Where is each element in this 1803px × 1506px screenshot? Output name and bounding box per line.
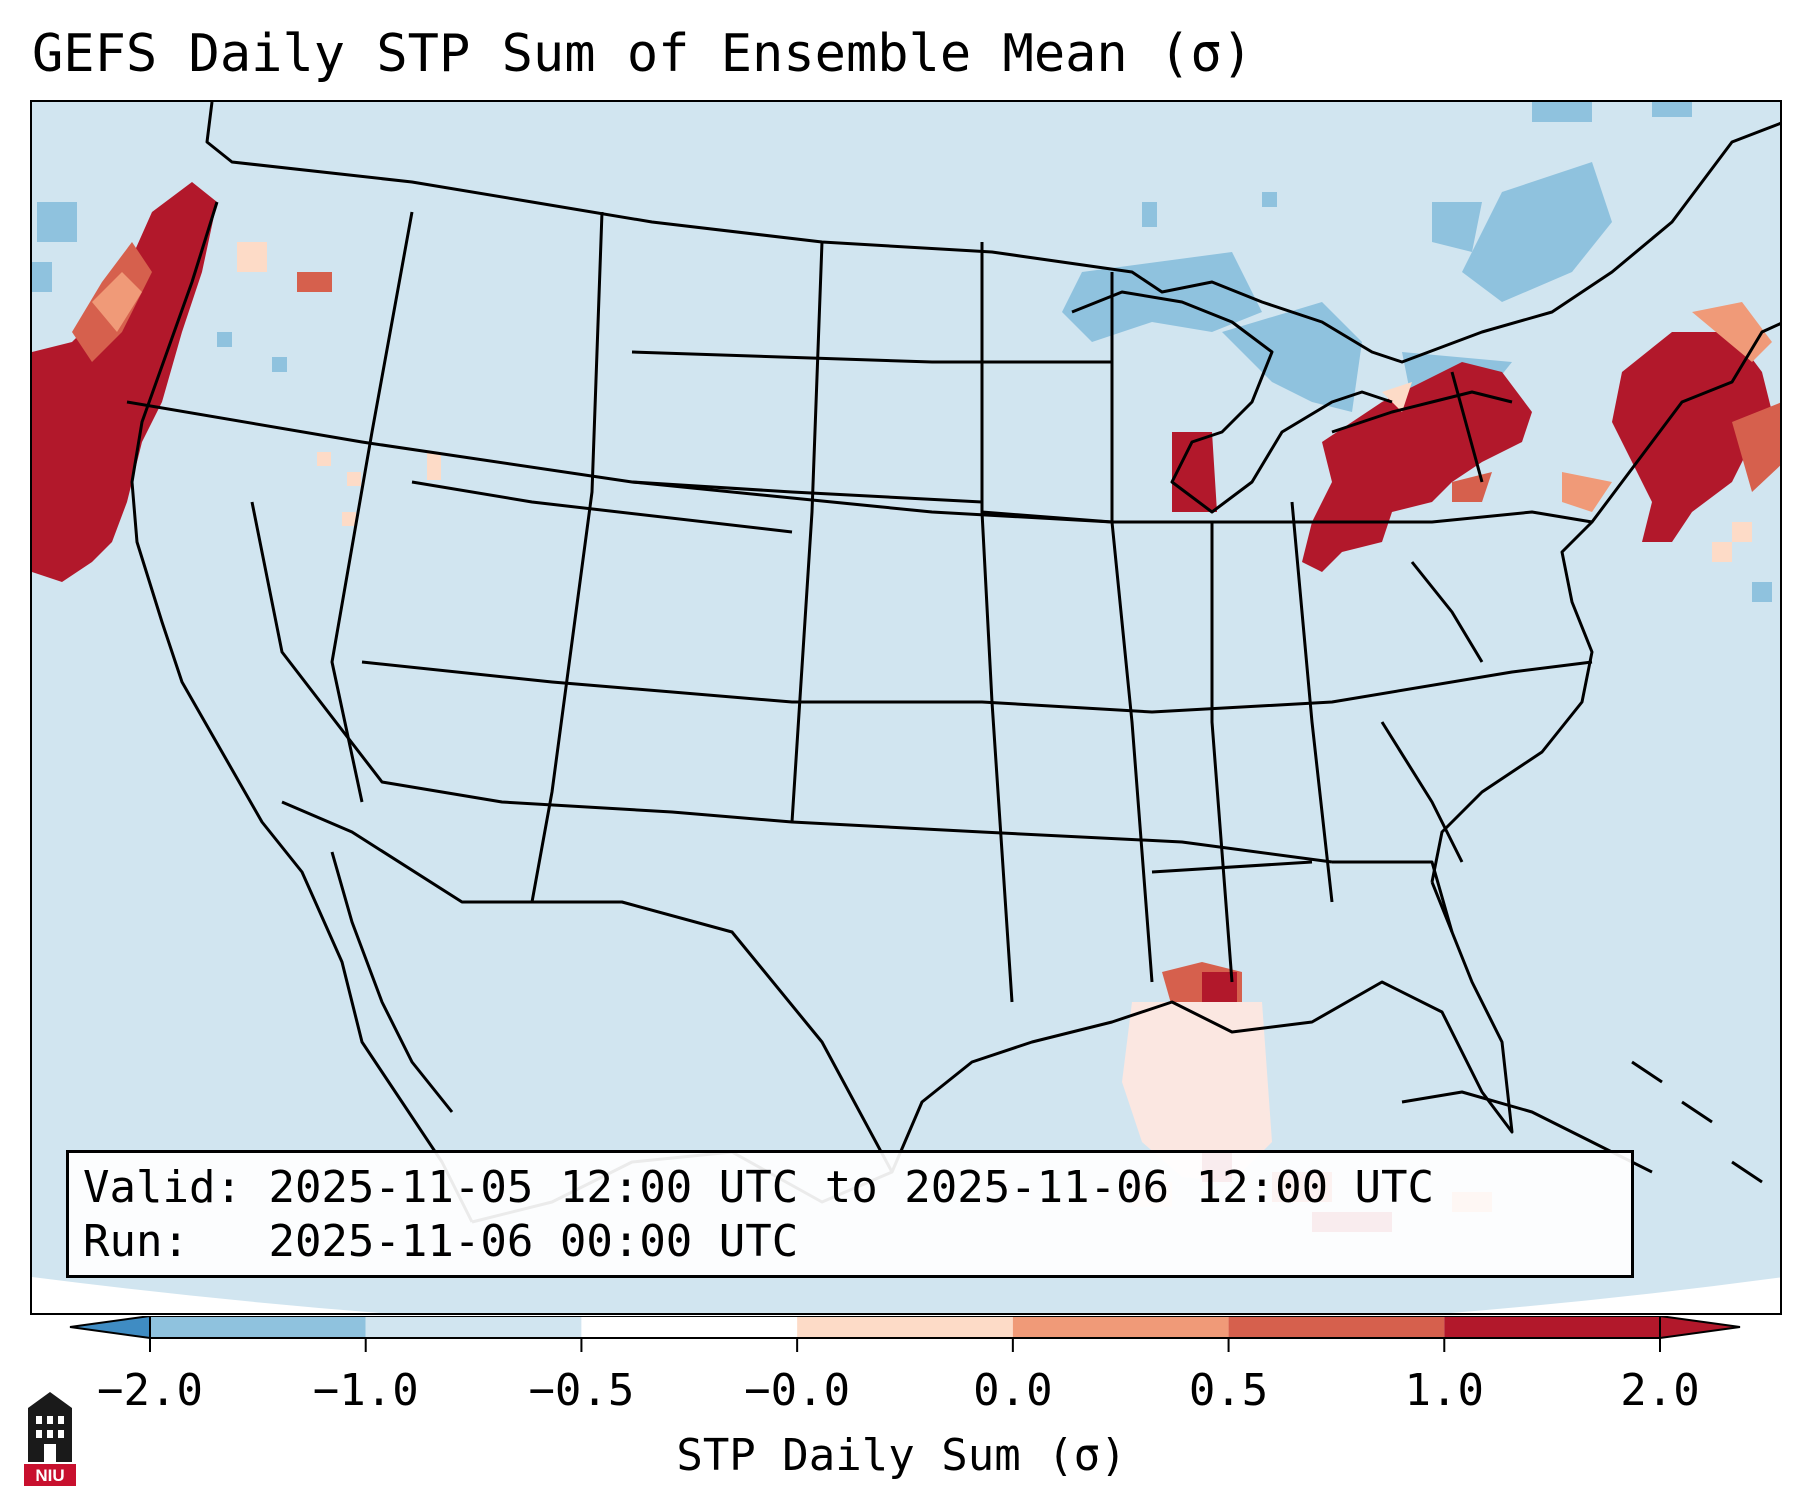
colorbar-tick-label: −0.5 <box>528 1365 635 1416</box>
colorbar-tick-label: −2.0 <box>97 1365 203 1416</box>
valid-value: 2025-11-05 12:00 UTC to 2025-11-06 12:00… <box>268 1162 1435 1213</box>
patch-pacific-nw <box>32 182 217 582</box>
colorbar-tick-label: −0.0 <box>744 1365 851 1416</box>
colorbar-outline <box>149 1316 1661 1339</box>
colorbar-bin <box>150 1316 366 1338</box>
colorbar-bin <box>365 1316 582 1338</box>
colorbar-tick-label: 0.0 <box>973 1365 1053 1416</box>
colorbar-extend-low <box>69 1316 151 1340</box>
niu-logo-text: NIU <box>35 1466 64 1485</box>
colorbar-bin <box>581 1316 798 1338</box>
colorbar-bin <box>1444 1316 1660 1338</box>
colorbar-label: STP Daily Sum (σ) <box>676 1430 1127 1481</box>
colorbar-tick-label: 0.5 <box>1188 1365 1269 1416</box>
patch-ohio-penn-ny <box>1302 362 1532 572</box>
colorbar-bin <box>797 1316 1013 1338</box>
valid-run-info-box: Valid: 2025-11-05 12:00 UTC to 2025-11-0… <box>66 1150 1634 1278</box>
map-frame <box>30 100 1782 1315</box>
niu-seal-icon: NIU <box>24 1392 76 1486</box>
colorbar <box>69 1316 1741 1352</box>
valid-label: Valid: <box>83 1162 242 1213</box>
colorbar-tick-label: 1.0 <box>1404 1365 1485 1416</box>
patch-pacific-nw-pink <box>92 272 142 332</box>
run-value: 2025-11-06 00:00 UTC <box>268 1216 799 1267</box>
page-title: GEFS Daily STP Sum of Ensemble Mean (σ) <box>32 24 1253 84</box>
colorbar-tick-label: −1.0 <box>312 1365 419 1416</box>
run-label: Run: <box>83 1216 189 1267</box>
map-canvas <box>32 102 1780 1313</box>
map-borders <box>126 102 1780 1224</box>
colorbar-bin <box>1012 1316 1229 1338</box>
colorbar-extend-high <box>1659 1316 1741 1340</box>
colorbar-bin <box>1228 1316 1445 1338</box>
colorbar-tick-label: 2.0 <box>1620 1365 1700 1416</box>
patch-new-england <box>1612 332 1772 542</box>
